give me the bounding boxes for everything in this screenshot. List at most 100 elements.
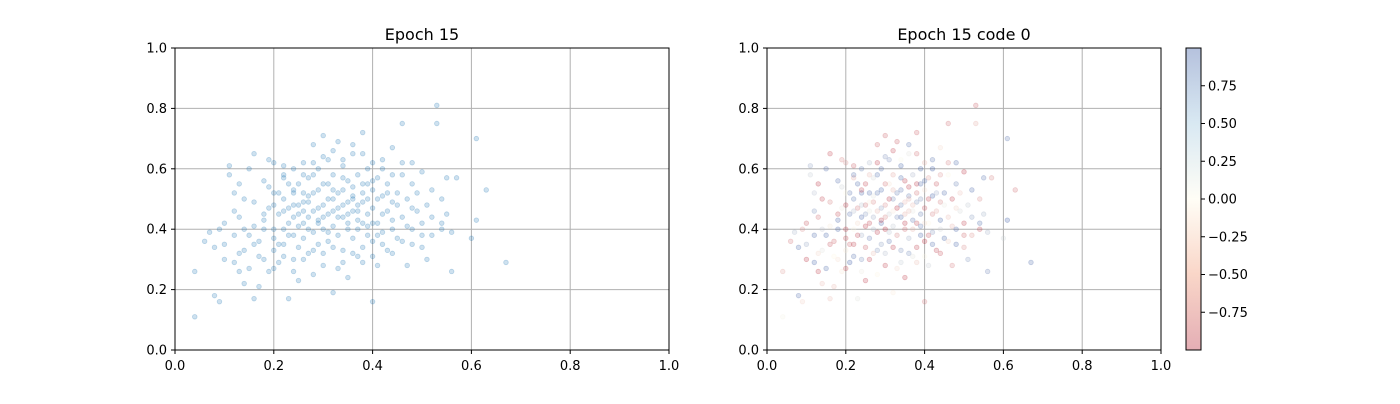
data-point [439,226,445,232]
data-point [874,141,881,148]
data-point [409,205,415,211]
data-point [325,181,331,187]
data-point [379,241,386,247]
data-point [295,244,302,251]
data-point [874,172,881,178]
data-point [917,223,924,229]
x-tick-label: 1.0 [1151,359,1172,374]
data-point [424,256,430,263]
data-point [320,181,326,187]
data-point [280,163,287,169]
data-point [890,289,896,296]
data-point [404,223,410,229]
data-point [300,199,307,205]
data-point [933,181,940,187]
data-point [364,232,371,238]
data-point [340,175,346,181]
data-point [977,226,983,232]
data-point [854,205,861,211]
data-point [335,265,341,272]
data-point [850,253,857,260]
data-point [192,268,198,275]
data-point [231,208,237,214]
data-point [340,259,346,266]
data-point [878,217,884,223]
colorbar-tick-label: −0.50 [1208,268,1248,283]
data-point [850,196,857,202]
data-point [933,247,940,254]
data-point [211,244,218,251]
data-point [886,238,892,244]
data-point [807,163,814,169]
data-point [827,295,833,302]
data-point [925,196,932,202]
plot-frame [174,47,670,351]
data-point [305,193,312,199]
data-point [910,253,916,260]
data-point [898,202,904,208]
grid [174,47,670,351]
data-point [389,199,396,205]
data-point [325,211,331,217]
data-point [369,187,376,193]
x-tick-label: 0.6 [461,359,482,374]
data-point [847,211,853,217]
data-point [310,229,317,235]
data-point [256,253,262,260]
data-point [799,226,806,232]
data-point [236,214,242,220]
x-tick-label: 0.0 [757,359,778,374]
data-point [419,244,425,251]
data-point [815,268,821,275]
data-point [854,220,861,226]
data-point [394,190,400,196]
x-tick-label: 1.0 [659,359,680,374]
data-point [448,229,455,235]
data-point [345,199,351,205]
data-point [906,150,912,157]
data-point [300,160,307,166]
data-point [957,190,963,196]
data-point [917,166,924,172]
x-tick-label: 0.4 [914,359,935,374]
data-point [216,298,223,305]
data-point [1004,217,1011,223]
data-point [815,250,821,257]
data-point [937,226,944,232]
data-point [271,247,277,254]
data-point [910,172,916,178]
data-point [295,211,302,217]
data-point [969,187,975,193]
data-point [271,202,277,208]
data-point [1000,235,1007,241]
chart-title: Epoch 15 [385,25,459,44]
data-point [977,220,983,226]
data-point [350,235,356,241]
data-point [858,232,865,238]
data-point [389,226,396,232]
data-point [226,163,233,169]
data-point [835,226,841,232]
data-point [369,238,376,244]
data-point [847,241,853,247]
data-point [409,181,415,187]
data-point [866,220,873,226]
data-point [276,211,282,217]
data-point [914,150,920,157]
data-point [360,190,366,196]
y-tick-label: 0.4 [146,223,167,238]
data-point [847,259,853,266]
data-point [850,241,857,247]
data-point [271,190,277,196]
data-point [835,178,841,184]
data-point [910,217,916,223]
data-point [890,172,896,178]
data-point [414,190,420,196]
data-point [866,199,873,205]
data-point [827,241,833,247]
data-point [256,238,262,244]
data-point [345,220,351,226]
data-point [335,205,341,211]
data-point [937,172,944,178]
